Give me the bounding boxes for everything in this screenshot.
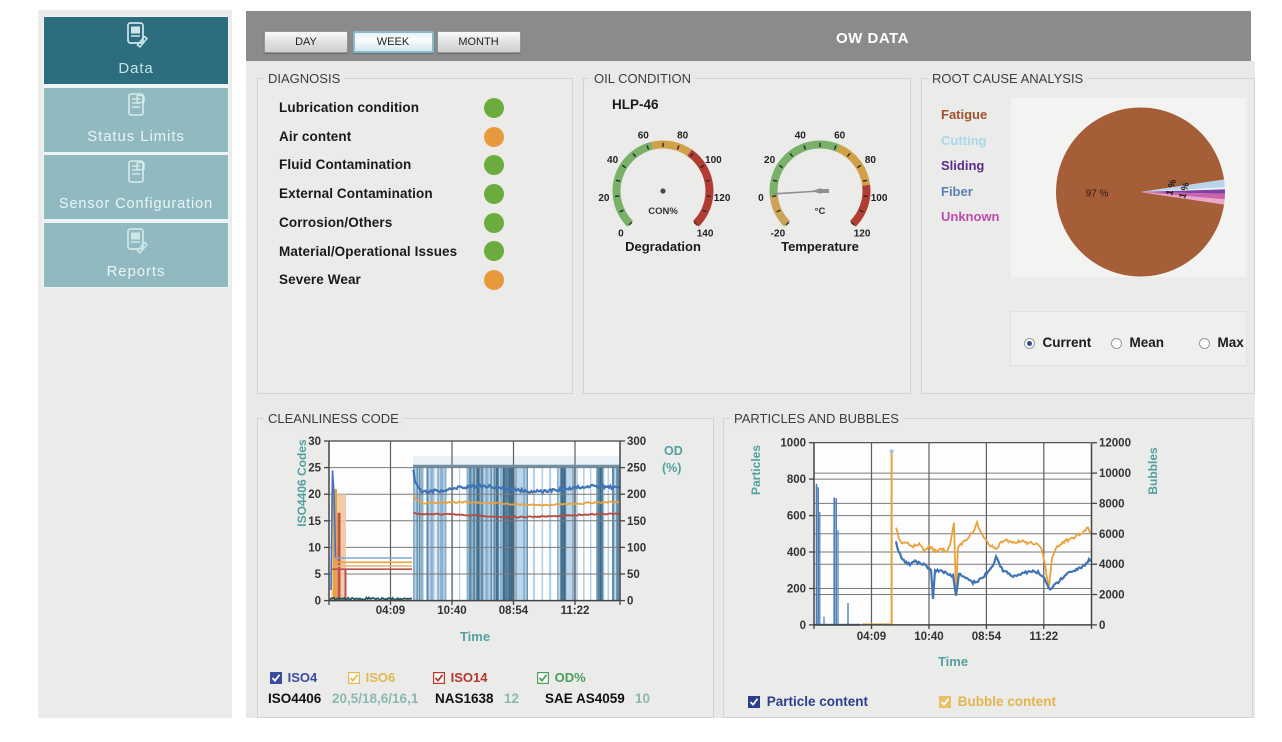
- svg-text:0: 0: [800, 620, 806, 632]
- svg-text:60: 60: [834, 130, 846, 141]
- svg-text:600: 600: [787, 511, 806, 523]
- svg-text:Bubbles: Bubbles: [1146, 447, 1160, 495]
- svg-text:6000: 6000: [1099, 529, 1125, 541]
- svg-text:40: 40: [607, 155, 619, 166]
- svg-text:15: 15: [308, 516, 321, 528]
- svg-text:Degradation: Degradation: [625, 239, 701, 254]
- svg-text:0: 0: [1099, 620, 1105, 632]
- svg-text:20: 20: [764, 155, 776, 166]
- svg-text:08:54: 08:54: [499, 605, 529, 617]
- svg-text:08:54: 08:54: [972, 631, 1002, 643]
- svg-text:10: 10: [308, 542, 321, 554]
- svg-text:300: 300: [627, 436, 646, 448]
- svg-text:80: 80: [677, 130, 689, 141]
- svg-text:1000: 1000: [780, 438, 806, 450]
- svg-text:OD: OD: [664, 444, 683, 458]
- svg-text:100: 100: [871, 193, 888, 204]
- svg-text:100: 100: [627, 542, 646, 554]
- svg-text:20: 20: [308, 489, 321, 501]
- svg-text:11:22: 11:22: [561, 605, 590, 617]
- svg-text:100: 100: [705, 155, 722, 166]
- svg-text:0: 0: [627, 596, 633, 608]
- svg-text:20: 20: [598, 193, 610, 204]
- svg-text:04:09: 04:09: [376, 605, 405, 617]
- svg-text:400: 400: [787, 547, 806, 559]
- svg-text:140: 140: [697, 229, 714, 240]
- svg-text:120: 120: [714, 193, 731, 204]
- svg-text:°C: °C: [815, 206, 826, 217]
- svg-text:0: 0: [618, 229, 624, 240]
- svg-text:97 %: 97 %: [1086, 189, 1109, 200]
- svg-text:40: 40: [795, 130, 807, 141]
- svg-text:2000: 2000: [1099, 590, 1125, 602]
- svg-text:12000: 12000: [1099, 438, 1131, 450]
- svg-text:150: 150: [627, 516, 646, 528]
- svg-text:(%): (%): [662, 461, 681, 475]
- svg-text:30: 30: [308, 436, 321, 448]
- svg-text:4000: 4000: [1099, 559, 1125, 571]
- svg-text:04:09: 04:09: [857, 631, 886, 643]
- svg-text:10:40: 10:40: [437, 605, 466, 617]
- svg-text:60: 60: [638, 130, 650, 141]
- svg-text:800: 800: [787, 474, 806, 486]
- svg-text:50: 50: [627, 569, 640, 581]
- svg-text:200: 200: [627, 489, 646, 501]
- svg-text:-20: -20: [771, 229, 786, 240]
- svg-text:Temperature: Temperature: [781, 239, 859, 254]
- svg-text:Time: Time: [938, 654, 968, 669]
- svg-text:ISO4406 Codes: ISO4406 Codes: [295, 439, 309, 527]
- svg-text:CON%: CON%: [648, 206, 678, 217]
- svg-text:10000: 10000: [1099, 468, 1131, 480]
- svg-text:80: 80: [865, 155, 877, 166]
- svg-text:200: 200: [787, 584, 806, 596]
- svg-text:1 %: 1 %: [1164, 178, 1179, 197]
- svg-text:0: 0: [315, 596, 321, 608]
- svg-text:Time: Time: [460, 629, 490, 644]
- svg-text:25: 25: [308, 463, 321, 475]
- svg-text:1 %: 1 %: [1177, 181, 1192, 200]
- svg-text:5: 5: [315, 569, 322, 581]
- svg-text:Particles: Particles: [749, 445, 763, 495]
- svg-text:8000: 8000: [1099, 498, 1125, 510]
- svg-text:10:40: 10:40: [914, 631, 943, 643]
- svg-text:250: 250: [627, 463, 646, 475]
- svg-text:120: 120: [854, 229, 871, 240]
- svg-text:11:22: 11:22: [1029, 631, 1058, 643]
- svg-text:0: 0: [758, 193, 764, 204]
